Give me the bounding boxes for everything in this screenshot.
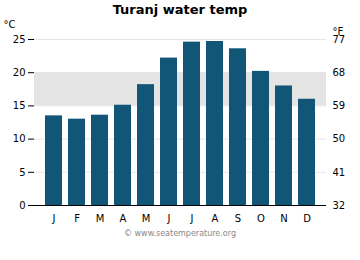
svg-text:41: 41 <box>333 167 346 178</box>
svg-text:A: A <box>212 213 219 224</box>
html-text:© www.seatemperature.org: © www.seatemperature.org <box>124 229 236 238</box>
svg-text:°F: °F <box>333 26 344 37</box>
svg-text:N: N <box>280 213 287 224</box>
svg-text:J: J <box>52 213 56 224</box>
svg-text:68: 68 <box>333 67 346 78</box>
svg-text:M: M <box>96 213 105 224</box>
svg-text:32: 32 <box>333 200 346 211</box>
svg-text:15: 15 <box>13 100 26 111</box>
svg-text:M: M <box>142 213 151 224</box>
svg-text:5: 5 <box>19 167 25 178</box>
svg-text:0: 0 <box>19 200 25 211</box>
svg-text:50: 50 <box>333 133 346 144</box>
svg-text:O: O <box>257 213 265 224</box>
svg-text:S: S <box>235 213 241 224</box>
svg-text:D: D <box>303 213 311 224</box>
html-text:Turanj water temp: Turanj water temp <box>112 2 248 17</box>
svg-text:°C: °C <box>4 19 16 30</box>
svg-text:20: 20 <box>13 67 26 78</box>
svg-text:25: 25 <box>13 34 26 45</box>
svg-text:F: F <box>74 213 80 224</box>
svg-text:77: 77 <box>332 33 346 45</box>
svg-text:10: 10 <box>13 133 26 144</box>
svg-text:59: 59 <box>333 100 346 111</box>
svg-text:J: J <box>167 213 171 224</box>
svg-text:J: J <box>190 213 194 224</box>
svg-text:A: A <box>120 213 127 224</box>
